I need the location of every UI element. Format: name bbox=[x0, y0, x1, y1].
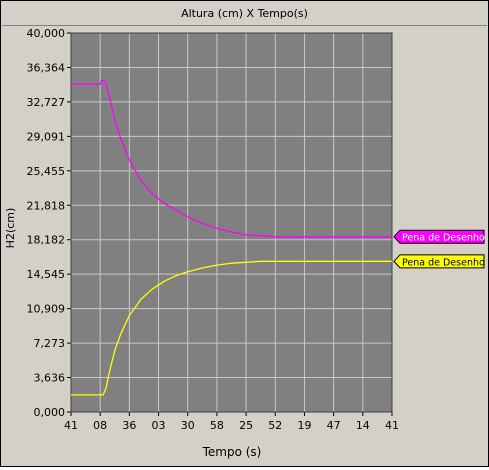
x-axis-label: Tempo (s) bbox=[202, 445, 262, 459]
y-tick-label: 0,000 bbox=[34, 406, 66, 419]
x-tick-label: 03 bbox=[152, 419, 166, 432]
x-tick-label: 58 bbox=[210, 419, 224, 432]
x-tick-label: 52 bbox=[268, 419, 282, 432]
x-tick-label: 08 bbox=[93, 419, 107, 432]
y-tick-label: 25,455 bbox=[27, 165, 66, 178]
plot-panel: 41 08 36 03 30 58 25 52 19 47 14 41 0,000 3,636 7,273 1… bbox=[2, 26, 487, 466]
y-tick-label: 29,091 bbox=[27, 130, 66, 143]
y-tick-label: 14,545 bbox=[27, 268, 66, 281]
y-axis-label: H2(cm) bbox=[4, 208, 17, 249]
y-tick-label: 10,909 bbox=[27, 303, 66, 316]
series-line bbox=[71, 260, 392, 396]
y-tick-label: 18,182 bbox=[27, 234, 66, 247]
plot-border bbox=[70, 32, 393, 413]
x-tick-label: 41 bbox=[385, 419, 399, 432]
y-tick-label: 32,727 bbox=[27, 96, 66, 109]
x-tick-label: 47 bbox=[327, 419, 341, 432]
series-line bbox=[71, 79, 392, 238]
line-chart: 41 08 36 03 30 58 25 52 19 47 14 410,0003,6367,2731… bbox=[4, 27, 485, 459]
x-tick-label: 25 bbox=[239, 419, 253, 432]
x-tick-label: 19 bbox=[297, 419, 311, 432]
x-tick-label: 30 bbox=[181, 419, 195, 432]
y-tick-label: 36,364 bbox=[27, 61, 66, 74]
chart-title: Altura (cm) X Tempo(s) bbox=[2, 2, 487, 26]
y-tick-label: 21,818 bbox=[27, 199, 66, 212]
legend-tag bbox=[393, 229, 485, 244]
legend-tag bbox=[393, 254, 485, 269]
y-tick-label: 3,636 bbox=[34, 372, 66, 385]
x-tick-label: 14 bbox=[356, 419, 370, 432]
legend-label: Pena de Desenho bbox=[402, 257, 485, 268]
y-tick-label: 7,273 bbox=[34, 337, 66, 350]
plot-area bbox=[71, 33, 392, 412]
x-tick-label: 36 bbox=[122, 419, 136, 432]
legend-label: Pena de Desenho bbox=[402, 233, 485, 244]
y-tick-label: 40,000 bbox=[27, 27, 66, 40]
x-tick-label: 41 bbox=[64, 419, 78, 432]
